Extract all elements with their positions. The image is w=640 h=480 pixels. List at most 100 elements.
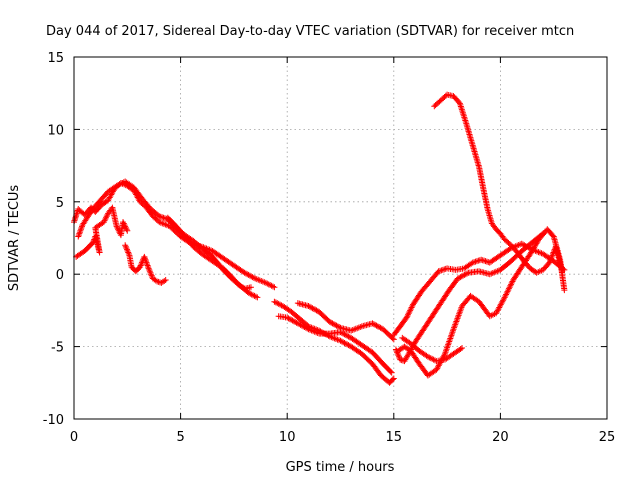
marker-arc-c-158 — [254, 294, 261, 301]
marker-arc-e-70 — [247, 284, 254, 291]
marker-arc-a-52 — [102, 216, 109, 223]
marker-arc-l-21 — [427, 355, 434, 362]
marker-arc-h-7 — [305, 303, 312, 310]
marker-arc-d-22 — [137, 263, 144, 270]
marker-arc-g-84 — [388, 369, 395, 376]
x-tick-label-25: 25 — [599, 430, 616, 445]
y-tick-label--5: -5 — [51, 341, 64, 356]
marker-arc-d-38 — [146, 266, 153, 273]
marker-arc-m-175 — [559, 268, 566, 275]
marker-arc-i-77 — [461, 271, 468, 278]
marker-arc-j-109 — [522, 242, 529, 249]
marker-arc-h-58 — [376, 324, 383, 331]
marker-arc-a-72 — [113, 223, 120, 230]
y-tick-label-0: 0 — [56, 268, 64, 283]
series-arc-k — [395, 226, 568, 379]
marker-arc-k-122 — [505, 287, 512, 294]
x-tick-label-20: 20 — [492, 430, 509, 445]
marker-arc-f-3 — [275, 300, 282, 307]
marker-arc-k-104 — [489, 311, 496, 318]
x-tick-label-15: 15 — [386, 430, 403, 445]
marker-arc-f-1 — [272, 299, 279, 306]
marker-arc-h-55 — [372, 321, 379, 328]
marker-arc-b-162 — [267, 282, 274, 289]
marker-arc-c-156 — [251, 292, 258, 299]
marker-arc-b-159 — [262, 279, 269, 286]
marker-arc-c-6 — [78, 224, 85, 231]
marker-arc-b-151 — [250, 274, 257, 281]
marker-arc-b-150 — [249, 274, 256, 281]
marker-arc-g-19 — [302, 324, 309, 331]
marker-arc-f-51 — [341, 339, 348, 346]
marker-arc-g-17 — [300, 323, 307, 330]
marker-arc-g-20 — [304, 325, 311, 332]
marker-arc-h-8 — [306, 303, 313, 310]
series-arc-e — [164, 214, 254, 292]
marker-arc-j-107 — [520, 241, 527, 248]
marker-arc-g-13 — [294, 320, 301, 327]
marker-arc-f-2 — [274, 300, 281, 307]
series-arc-m — [431, 91, 566, 276]
marker-arc-j-18 — [406, 308, 413, 315]
marker-arc-b-148 — [246, 272, 253, 279]
marker-arc-f-52 — [342, 340, 349, 347]
marker-arc-k-127 — [508, 279, 515, 286]
marker-arc-c-1 — [75, 232, 82, 239]
marker-arc-h-57 — [374, 323, 381, 330]
x-axis-label: GPS time / hours — [286, 460, 395, 475]
marker-arc-f-48 — [337, 337, 344, 344]
marker-arc-a-54 — [103, 213, 110, 220]
marker-arc-c-0 — [75, 233, 82, 240]
marker-arc-j-110 — [524, 243, 531, 250]
chart-title: Day 044 of 2017, Sidereal Day-to-day VTE… — [46, 24, 574, 39]
marker-arc-d-30 — [141, 255, 148, 262]
marker-arc-a-91 — [123, 226, 130, 233]
marker-arc-c-152 — [245, 290, 252, 297]
marker-arc-h-59 — [377, 324, 384, 331]
series-arc-a — [73, 204, 131, 260]
marker-arc-b-161 — [265, 281, 272, 288]
marker-arc-f-53 — [344, 341, 351, 348]
marker-arc-d-29 — [141, 253, 148, 260]
marker-arc-d-40 — [147, 269, 154, 276]
marker-arc-h-30 — [334, 323, 341, 330]
marker-arc-g-14 — [296, 321, 303, 328]
marker-arc-k-126 — [508, 281, 515, 288]
marker-arc-g-6 — [285, 315, 292, 322]
marker-arc-d-46 — [152, 277, 159, 284]
marker-arc-b-160 — [264, 280, 271, 287]
marker-arc-k-119 — [503, 291, 510, 298]
marker-arc-g-5 — [284, 314, 291, 321]
marker-arc-a-14 — [90, 239, 97, 246]
marker-arc-c-2 — [76, 230, 83, 237]
marker-arc-i-76 — [460, 272, 467, 279]
marker-arc-c-157 — [252, 293, 259, 300]
marker-arc-j-20 — [407, 305, 414, 312]
y-tick-label-15: 15 — [47, 51, 64, 66]
marker-arc-j-111 — [525, 244, 532, 251]
marker-arc-k-54 — [446, 338, 453, 345]
marker-arc-m-148 — [546, 259, 553, 266]
marker-arc-k-125 — [507, 282, 514, 289]
marker-arc-g-16 — [298, 322, 305, 329]
marker-arc-f-54 — [345, 342, 352, 349]
marker-arc-j-14 — [403, 314, 410, 321]
marker-arc-d-42 — [148, 272, 155, 279]
marker-arc-b-145 — [242, 270, 249, 277]
marker-arc-k-120 — [503, 290, 510, 297]
marker-arc-g-8 — [288, 316, 295, 323]
marker-arc-h-27 — [330, 321, 337, 328]
marker-arc-b-144 — [241, 269, 248, 276]
marker-arc-m-149 — [547, 258, 554, 265]
marker-arc-i-74 — [457, 274, 464, 281]
marker-arc-g-15 — [297, 321, 304, 328]
marker-arc-f-93 — [390, 375, 397, 382]
marker-arc-a-74 — [115, 226, 122, 233]
y-axis-label: SDTVAR / TECUs — [7, 185, 22, 292]
x-tick-label-10: 10 — [279, 430, 296, 445]
marker-arc-d-23 — [137, 262, 144, 269]
marker-arc-g-18 — [301, 324, 308, 331]
marker-arc-d-1 — [122, 243, 129, 250]
marker-arc-g-46 — [342, 332, 349, 339]
marker-arc-d-2 — [123, 245, 130, 252]
